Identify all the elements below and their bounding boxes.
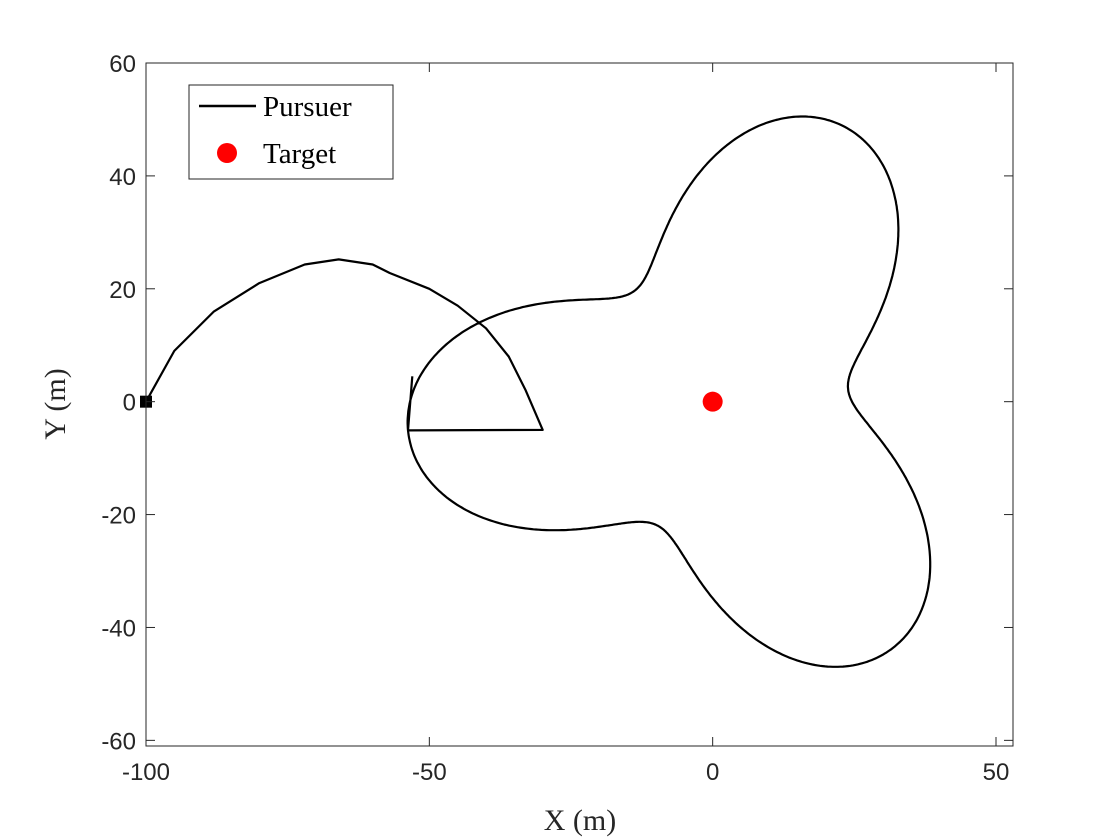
x-tick-label: -50 bbox=[412, 759, 447, 786]
x-tick-label: 0 bbox=[706, 759, 719, 786]
y-axis-label: Y (m) bbox=[39, 368, 72, 439]
x-axis-label: X (m) bbox=[544, 804, 616, 837]
pursuer-trajectory bbox=[145, 115, 932, 668]
y-tick-label: -40 bbox=[101, 615, 136, 642]
y-tick-label: -20 bbox=[101, 503, 136, 530]
y-tick-label: 20 bbox=[109, 277, 136, 304]
y-tick-label: 0 bbox=[123, 390, 136, 417]
series-layer bbox=[140, 115, 932, 668]
legend: Pursuer Target bbox=[188, 84, 394, 180]
legend-target-marker bbox=[217, 143, 237, 163]
tick-layer: -100 -50 0 50 60 40 20 0 -20 -40 -60 bbox=[101, 51, 1013, 786]
plot-frame bbox=[145, 62, 1014, 747]
y-tick-label: 60 bbox=[109, 51, 136, 78]
target-marker bbox=[702, 391, 723, 412]
y-tick-label: 40 bbox=[109, 164, 136, 191]
x-tick-label: -100 bbox=[122, 759, 170, 786]
legend-box bbox=[188, 84, 394, 180]
x-tick-label: 50 bbox=[983, 759, 1010, 786]
y-tick-label: -60 bbox=[101, 728, 136, 755]
legend-target-label: Target bbox=[263, 138, 336, 170]
legend-pursuer-label: Pursuer bbox=[263, 91, 352, 123]
